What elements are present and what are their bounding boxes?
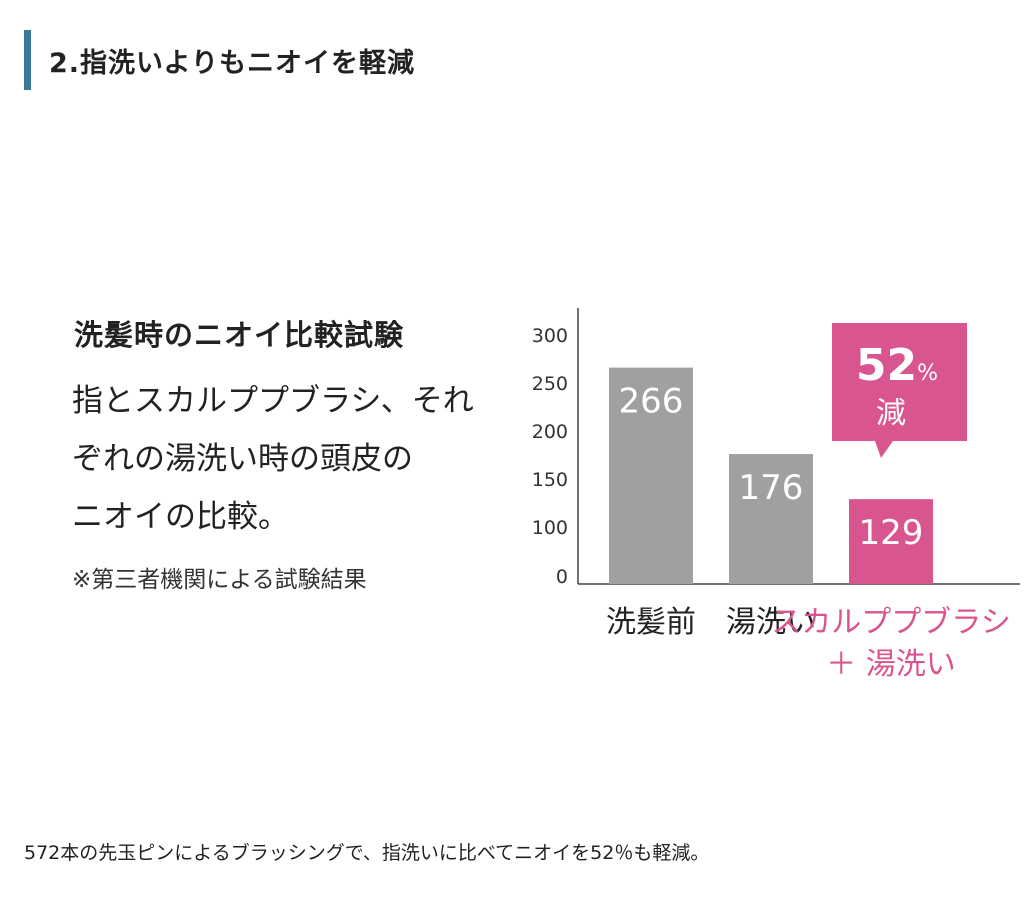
bar: [849, 499, 933, 584]
description-line: ぞれの湯洗い時の頭皮の: [72, 441, 413, 477]
bar-value-label: 266: [619, 382, 684, 422]
section-accent-bar: [24, 30, 31, 90]
chart-description: 指とスカルププブラシ、それ ぞれの湯洗い時の頭皮の ニオイの比較。: [72, 372, 512, 546]
y-tick-label: 100: [532, 517, 568, 539]
bar-value-label: 176: [739, 468, 804, 508]
category-label: 洗髪前: [606, 605, 696, 640]
y-tick-label: 300: [532, 325, 568, 347]
callout-bubble: [832, 323, 967, 458]
bar-value-label: 129: [859, 513, 924, 553]
section-header: 2.指洗いよりもニオイを軽減: [24, 30, 415, 90]
category-label: ＋ 湯洗い: [826, 647, 956, 682]
callout-label: 減: [876, 396, 906, 431]
chart-note: ※第三者機関による試験結果: [72, 567, 367, 593]
bar: [609, 367, 693, 584]
callout-value: 52%: [856, 340, 938, 391]
description-line: ニオイの比較。: [72, 499, 289, 535]
category-label: スカルププブラシ: [771, 605, 1010, 640]
category-label: 湯洗い: [726, 605, 816, 640]
footer-text: 572本の先玉ピンによるブラッシングで、指洗いに比べてニオイを52％も軽減。: [24, 842, 710, 864]
y-tick-label: 200: [532, 421, 568, 443]
description-line: 指とスカルププブラシ、それ: [72, 383, 474, 419]
section-title: 2.指洗いよりもニオイを軽減: [49, 47, 415, 79]
bar: [729, 454, 813, 584]
y-tick-label: 250: [532, 373, 568, 395]
figure: 洗髪時のニオイ比較試験 指とスカルププブラシ、それ ぞれの湯洗い時の頭皮の ニオ…: [0, 290, 1024, 690]
y-tick-label: 0: [556, 566, 568, 588]
y-tick-label: 150: [532, 469, 568, 491]
chart-title: 洗髪時のニオイ比較試験: [74, 318, 405, 352]
